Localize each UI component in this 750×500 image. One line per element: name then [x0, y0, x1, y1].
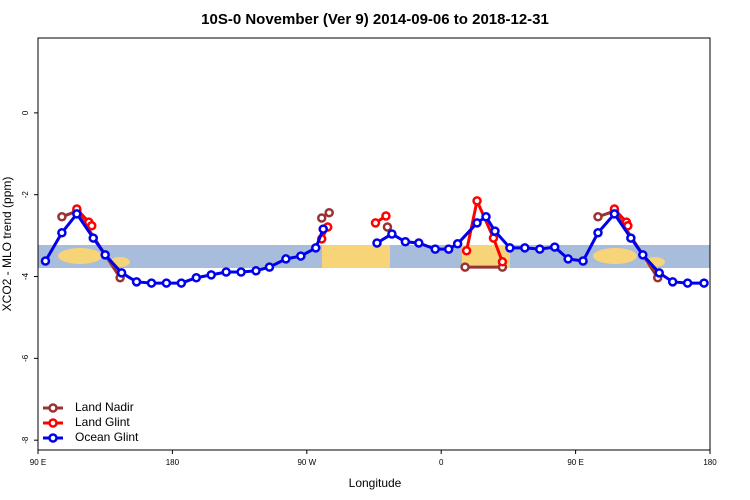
- point: [654, 268, 664, 278]
- legend-marker: [48, 418, 58, 428]
- point: [324, 207, 334, 218]
- point: [443, 244, 454, 254]
- point: [206, 270, 216, 280]
- point: [563, 254, 573, 264]
- point: [296, 251, 306, 261]
- x-tick-label: 90 E: [30, 458, 46, 467]
- point: [400, 236, 411, 247]
- point: [535, 244, 545, 254]
- y-tick-label: -4: [21, 272, 30, 280]
- x-tick-label: 180: [703, 458, 717, 467]
- legend-label: Ocean Glint: [75, 430, 139, 444]
- y-tick-label: -2: [21, 191, 30, 199]
- point: [381, 211, 391, 221]
- y-axis-label: XCO2 - MLO trend (ppm): [0, 177, 14, 312]
- point: [251, 266, 261, 276]
- point: [520, 243, 530, 253]
- y-tick-label: -6: [21, 354, 30, 362]
- point: [490, 226, 500, 236]
- point: [40, 256, 51, 266]
- point: [481, 212, 491, 222]
- point: [609, 209, 620, 219]
- legend-marker: [48, 403, 58, 413]
- point: [131, 277, 142, 287]
- point: [387, 229, 397, 239]
- point: [370, 218, 381, 228]
- y-tick-label: 0: [21, 110, 30, 115]
- chart-title: 10S-0 November (Ver 9) 2014-09-06 to 201…: [201, 11, 549, 28]
- point: [505, 243, 515, 253]
- point: [372, 238, 382, 248]
- point: [221, 267, 231, 277]
- point: [414, 238, 424, 248]
- point: [593, 212, 603, 222]
- legend-label: Land Nadir: [75, 400, 134, 414]
- point: [638, 250, 648, 260]
- point: [430, 244, 440, 254]
- point: [549, 242, 560, 252]
- point: [623, 221, 633, 231]
- point: [452, 239, 463, 249]
- y-tick-label: -8: [21, 436, 30, 444]
- point: [57, 227, 67, 238]
- point: [593, 227, 603, 238]
- point: [88, 233, 99, 243]
- point: [191, 273, 202, 283]
- x-tick-label: 90 W: [297, 458, 316, 467]
- point: [176, 278, 187, 288]
- point: [116, 268, 127, 278]
- point: [318, 224, 328, 234]
- point: [682, 278, 693, 288]
- point: [311, 243, 321, 253]
- point: [472, 218, 482, 228]
- map-strip: [38, 245, 710, 268]
- point: [87, 221, 97, 231]
- x-tick-label: 180: [166, 458, 180, 467]
- point: [316, 213, 327, 223]
- point: [382, 222, 393, 232]
- point: [100, 250, 110, 260]
- point: [497, 257, 508, 267]
- x-axis-label: Longitude: [349, 476, 402, 490]
- x-tick-label: 90 E: [567, 458, 583, 467]
- point: [472, 196, 482, 206]
- legend-label: Land Glint: [75, 415, 130, 429]
- point: [699, 278, 709, 288]
- plot-frame: [37, 37, 711, 451]
- point: [461, 246, 472, 256]
- legend-marker: [48, 433, 58, 443]
- point: [626, 233, 636, 243]
- point: [146, 278, 157, 288]
- point: [161, 278, 172, 288]
- point: [72, 209, 82, 219]
- point: [460, 262, 470, 272]
- point: [667, 277, 678, 287]
- point: [578, 256, 588, 266]
- x-tick-label: 0: [439, 458, 444, 467]
- point: [236, 267, 246, 277]
- point: [264, 262, 275, 272]
- point: [57, 212, 67, 222]
- point: [281, 254, 291, 264]
